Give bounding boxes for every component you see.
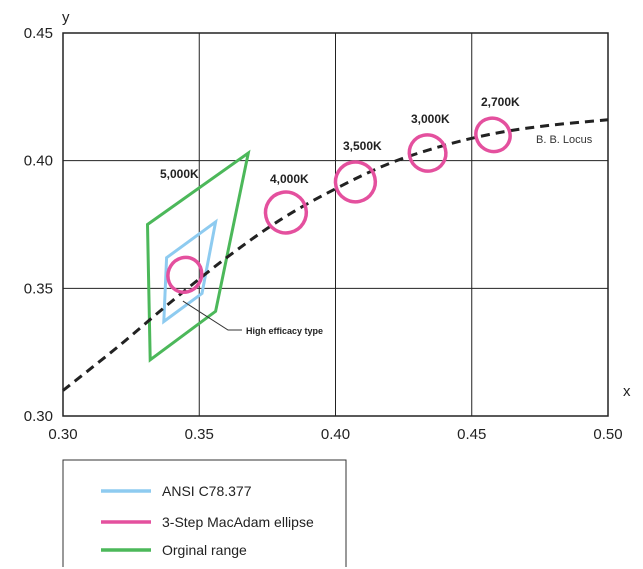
x-tick-label: 0.30 — [48, 426, 77, 443]
y-tick-label: 0.45 — [24, 25, 53, 42]
y-axis-label: y — [62, 9, 70, 26]
ansi-quad — [162, 218, 218, 325]
macadam-ellipse-1 — [166, 255, 204, 294]
high-efficacy-leader — [182, 300, 242, 331]
cct-label-2700k: 2,700K — [481, 95, 520, 109]
macadam-ellipse-3 — [333, 160, 378, 204]
x-tick-label: 0.40 — [321, 426, 350, 443]
legend-label-ansi: ANSI C78.377 — [162, 483, 252, 499]
plot-frame — [62, 32, 609, 417]
macadam-ellipse-4 — [407, 133, 448, 173]
original-range-quad — [145, 149, 251, 363]
cct-label-4000k: 4,000K — [270, 172, 309, 186]
x-tick-label: 0.50 — [593, 426, 622, 443]
high-efficacy-label: High efficacy type — [246, 326, 323, 336]
bb-locus-curve — [62, 118, 609, 392]
locus-label: B. B. Locus — [536, 134, 593, 146]
cct-label-5000k: 5,000K — [160, 167, 199, 181]
y-tick-label: 0.30 — [24, 408, 53, 425]
legend-label-original: Orginal range — [162, 542, 247, 558]
y-tick-label: 0.35 — [24, 280, 53, 297]
x-tick-label: 0.45 — [457, 426, 486, 443]
legend-label-macadam: 3-Step MacAdam ellipse — [162, 514, 314, 530]
grid-lines — [62, 32, 609, 417]
legend-border — [62, 459, 347, 567]
x-axis-label: x — [623, 383, 631, 400]
cct-label-3500k: 3,500K — [343, 139, 382, 153]
plot-area — [62, 116, 609, 392]
cct-label-3000k: 3,000K — [411, 112, 450, 126]
x-tick-label: 0.35 — [185, 426, 214, 443]
y-tick-label: 0.40 — [24, 153, 53, 170]
macadam-ellipse-2 — [263, 190, 309, 235]
macadam-ellipse-5 — [474, 116, 512, 154]
legend: ANSI C78.377 3-Step MacAdam ellipse Orgi… — [62, 459, 347, 567]
